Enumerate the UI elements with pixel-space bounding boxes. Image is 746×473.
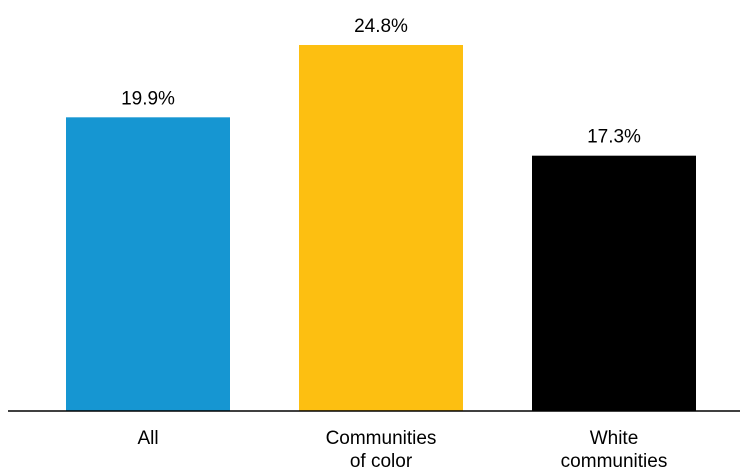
x-tick-label-1-line-1: of color	[350, 451, 413, 472]
x-tick-label-1: Communities of color	[326, 428, 437, 472]
bar-1	[299, 45, 463, 411]
x-tick-label-2-line-0: White	[590, 428, 639, 449]
x-tick-label-2: White communities	[561, 428, 668, 472]
value-labels-group: 19.9% 24.8% 17.3%	[121, 16, 641, 148]
bars-group	[66, 45, 696, 411]
value-label-0: 19.9%	[121, 88, 175, 109]
x-tick-label-2-line-1: communities	[561, 451, 668, 472]
x-tick-label-0: All	[137, 428, 158, 449]
x-tick-labels-group: All Communities of color White communities	[137, 428, 667, 472]
value-label-2: 17.3%	[587, 127, 641, 148]
bar-0	[66, 117, 230, 411]
x-tick-label-1-line-0: Communities	[326, 428, 437, 449]
value-label-1: 24.8%	[354, 16, 408, 37]
bar-2	[532, 155, 696, 411]
x-tick-label-0-line-0: All	[137, 428, 158, 449]
